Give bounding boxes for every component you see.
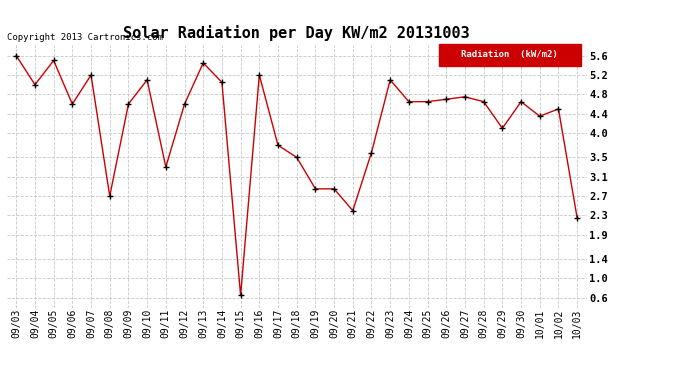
FancyBboxPatch shape [439,44,581,66]
Text: Copyright 2013 Cartronics.com: Copyright 2013 Cartronics.com [7,33,163,42]
Title: Solar Radiation per Day KW/m2 20131003: Solar Radiation per Day KW/m2 20131003 [124,25,470,41]
Text: Radiation  (kW/m2): Radiation (kW/m2) [462,50,558,59]
